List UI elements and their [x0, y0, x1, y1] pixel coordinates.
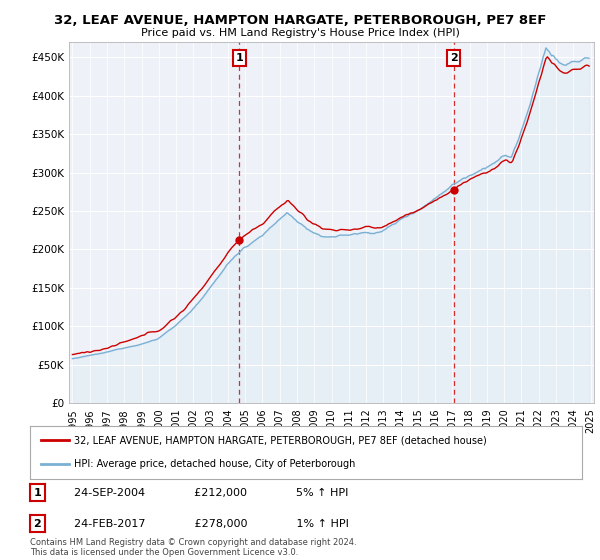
Text: Contains HM Land Registry data © Crown copyright and database right 2024.
This d: Contains HM Land Registry data © Crown c… — [30, 538, 356, 557]
Text: 24-SEP-2004              £212,000              5% ↑ HPI: 24-SEP-2004 £212,000 5% ↑ HPI — [60, 488, 349, 498]
Text: 32, LEAF AVENUE, HAMPTON HARGATE, PETERBOROUGH, PE7 8EF: 32, LEAF AVENUE, HAMPTON HARGATE, PETERB… — [54, 14, 546, 27]
Text: 1: 1 — [34, 488, 41, 498]
Text: 32, LEAF AVENUE, HAMPTON HARGATE, PETERBOROUGH, PE7 8EF (detached house): 32, LEAF AVENUE, HAMPTON HARGATE, PETERB… — [74, 436, 487, 446]
Text: HPI: Average price, detached house, City of Peterborough: HPI: Average price, detached house, City… — [74, 459, 356, 469]
Text: Price paid vs. HM Land Registry's House Price Index (HPI): Price paid vs. HM Land Registry's House … — [140, 28, 460, 38]
Text: 2: 2 — [450, 53, 458, 63]
Text: 24-FEB-2017              £278,000              1% ↑ HPI: 24-FEB-2017 £278,000 1% ↑ HPI — [60, 519, 349, 529]
Text: 1: 1 — [236, 53, 243, 63]
Text: 2: 2 — [34, 519, 41, 529]
